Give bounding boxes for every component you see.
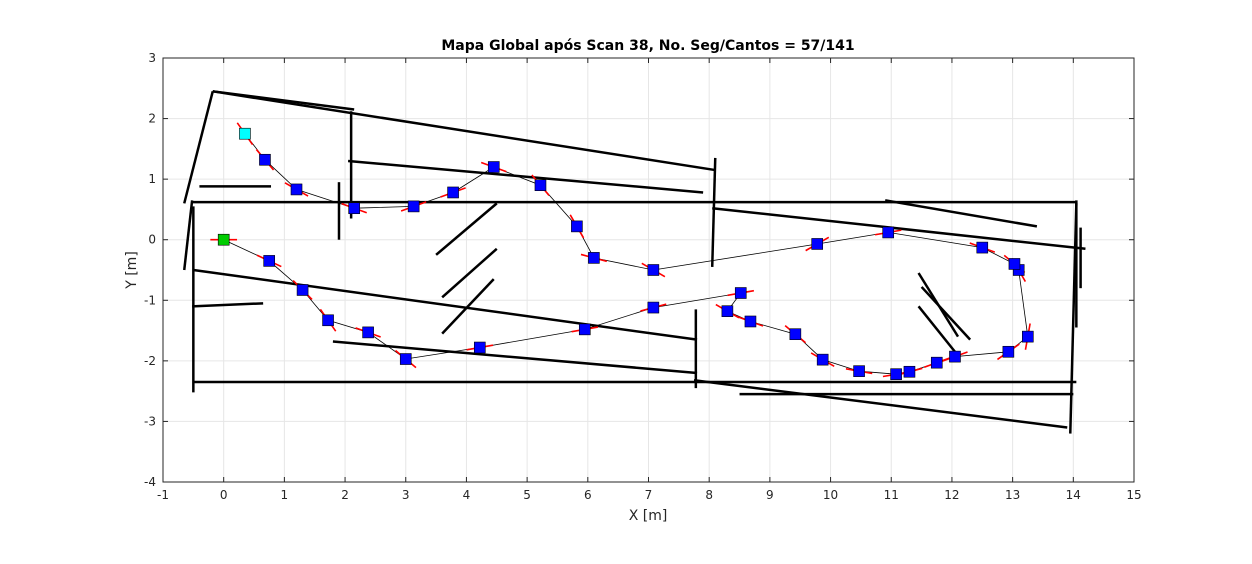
map-segments bbox=[182, 90, 1086, 434]
pose-marker bbox=[903, 365, 916, 378]
pose-marker bbox=[789, 328, 802, 341]
pose-markers bbox=[217, 127, 1034, 380]
pose-marker bbox=[588, 252, 600, 264]
y-axis-label: Y [m] bbox=[124, 251, 140, 290]
map-segment bbox=[917, 305, 956, 353]
x-tick-label: 4 bbox=[463, 488, 471, 502]
pose-marker bbox=[647, 301, 660, 314]
x-tick-label: 7 bbox=[645, 488, 653, 502]
x-axis-label: X [m] bbox=[629, 508, 668, 524]
pose-marker bbox=[1008, 258, 1021, 270]
x-tick-label: 0 bbox=[220, 488, 228, 502]
pose-marker bbox=[721, 305, 734, 317]
pose-marker bbox=[362, 326, 374, 339]
map-segment bbox=[435, 202, 498, 256]
x-tick-label: 5 bbox=[523, 488, 531, 502]
pose-marker bbox=[534, 179, 547, 191]
map-segment bbox=[192, 302, 264, 308]
x-tick-label: 3 bbox=[402, 488, 410, 502]
y-tick-label: -2 bbox=[144, 354, 156, 368]
map-segment bbox=[347, 159, 704, 194]
pose-marker bbox=[734, 287, 747, 299]
y-tick-label: -4 bbox=[144, 475, 156, 489]
pose-marker bbox=[322, 314, 334, 327]
pose-marker bbox=[930, 356, 943, 369]
y-tick-label: 1 bbox=[148, 172, 156, 186]
x-tick-label: 10 bbox=[823, 488, 838, 502]
map-segment bbox=[193, 268, 698, 341]
map-segment bbox=[710, 157, 717, 268]
map-segment bbox=[884, 199, 1038, 228]
x-tick-label: 2 bbox=[341, 488, 349, 502]
y-tick-label: 3 bbox=[148, 51, 156, 65]
pose-marker bbox=[647, 264, 660, 276]
pose-marker bbox=[744, 315, 757, 328]
pose-marker bbox=[290, 183, 303, 196]
pose-marker bbox=[853, 365, 865, 377]
pose-marker bbox=[571, 220, 583, 233]
pose-marker bbox=[578, 323, 591, 336]
map-segment bbox=[441, 278, 495, 335]
x-tick-label: 15 bbox=[1126, 488, 1141, 502]
chart-title: Mapa Global após Scan 38, No. Seg/Cantos… bbox=[441, 38, 854, 54]
map-segment bbox=[441, 247, 498, 299]
pose-marker bbox=[259, 153, 271, 166]
pose-marker bbox=[263, 255, 276, 267]
x-tick-label: 12 bbox=[944, 488, 959, 502]
pose-marker bbox=[473, 341, 486, 354]
map-segment bbox=[712, 206, 1086, 251]
y-tick-label: 2 bbox=[148, 112, 156, 126]
pose-marker bbox=[882, 226, 895, 239]
y-tick-label: -3 bbox=[144, 414, 156, 428]
x-tick-label: 9 bbox=[766, 488, 774, 502]
pose-marker bbox=[890, 368, 902, 380]
x-tick-label: 6 bbox=[584, 488, 592, 502]
grid bbox=[162, 57, 1135, 483]
map-segment bbox=[183, 91, 214, 204]
start-pose-marker bbox=[217, 233, 230, 246]
pose-marker bbox=[407, 200, 420, 213]
map-segment bbox=[182, 200, 194, 271]
x-tick-label: 13 bbox=[1005, 488, 1020, 502]
map-segment bbox=[693, 378, 1068, 429]
pose-marker bbox=[487, 161, 500, 173]
x-tick-label: -1 bbox=[157, 488, 169, 502]
x-tick-label: 14 bbox=[1066, 488, 1081, 502]
y-tick-label: 0 bbox=[148, 233, 156, 247]
pose-marker bbox=[949, 350, 961, 363]
end-pose-marker bbox=[239, 127, 251, 140]
pose-marker bbox=[811, 238, 824, 250]
map-segment bbox=[212, 90, 716, 172]
pose-marker bbox=[976, 241, 989, 254]
map-segment bbox=[920, 286, 972, 341]
pose-marker bbox=[296, 284, 309, 296]
pose-marker bbox=[1002, 345, 1015, 358]
pose-marker bbox=[348, 202, 360, 215]
x-tick-label: 8 bbox=[705, 488, 713, 502]
pose-marker bbox=[1021, 330, 1034, 343]
x-tick-label: 1 bbox=[281, 488, 289, 502]
pose-marker bbox=[816, 353, 829, 366]
pose-marker bbox=[399, 353, 412, 365]
map-segment bbox=[332, 340, 698, 375]
x-tick-label: 11 bbox=[884, 488, 899, 502]
pose-marker bbox=[447, 186, 459, 199]
y-tick-label: -1 bbox=[144, 293, 156, 307]
